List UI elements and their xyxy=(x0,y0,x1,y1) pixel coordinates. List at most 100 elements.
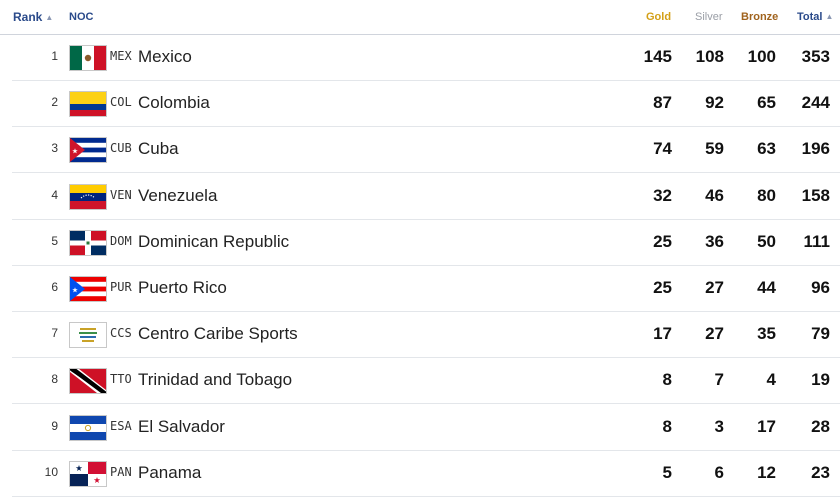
noc-code: PUR xyxy=(110,280,132,294)
noc-code: COL xyxy=(110,95,132,110)
total-count: 28 xyxy=(811,416,830,436)
country-name[interactable]: Dominican Republic xyxy=(138,231,290,251)
bronze-count: 35 xyxy=(757,324,776,344)
sort-icon[interactable]: ▲︎ xyxy=(45,13,54,22)
bronze-count: 80 xyxy=(757,185,776,205)
rank-header-label: Rank xyxy=(13,10,43,24)
noc-code: CUB xyxy=(110,141,132,156)
table-row[interactable]: 7 CCS Centro Caribe Sports 17 27 35 79 xyxy=(12,311,840,359)
total-count: 353 xyxy=(801,47,830,66)
country-name[interactable]: Trinidad and Tobago xyxy=(138,370,293,390)
silver-count: 27 xyxy=(705,324,724,344)
rank-cell: 2 xyxy=(51,95,58,110)
gold-count: 32 xyxy=(653,185,672,205)
total-count: 244 xyxy=(801,93,830,113)
bronze-count: 4 xyxy=(766,370,776,390)
sort-icon[interactable]: ▲︎ xyxy=(825,12,834,21)
table-row[interactable]: 1 MEX Mexico 145 108 100 353 xyxy=(12,34,840,81)
trinidad-tobago-flag-icon xyxy=(70,369,106,394)
total-count: 111 xyxy=(803,231,831,251)
country-name[interactable]: Colombia xyxy=(138,93,210,113)
silver-count: 3 xyxy=(714,416,724,436)
rank-cell: 6 xyxy=(51,280,58,294)
rank-cell: 5 xyxy=(51,233,58,248)
bronze-count: 65 xyxy=(757,93,776,113)
noc-code: PAN xyxy=(110,464,132,479)
gold-count: 25 xyxy=(653,231,672,251)
country-name[interactable]: Mexico xyxy=(138,47,192,66)
silver-count: 7 xyxy=(714,370,724,390)
el-salvador-flag-icon xyxy=(70,415,106,440)
rank-cell: 9 xyxy=(51,418,58,433)
table-row[interactable]: 2 COL Colombia 87 92 65 244 xyxy=(12,80,840,128)
country-name[interactable]: Cuba xyxy=(138,139,179,159)
noc-column-header: NOC xyxy=(69,11,94,23)
gold-count: 8 xyxy=(662,416,672,436)
silver-count: 36 xyxy=(705,231,724,251)
gold-count: 74 xyxy=(653,139,672,159)
venezuela-flag-icon xyxy=(70,184,106,209)
table-row[interactable]: 8 TTO Trinidad and Tobago 8 7 4 19 xyxy=(12,357,840,405)
bronze-count: 44 xyxy=(757,278,776,297)
puerto-rico-flag-icon xyxy=(70,277,106,301)
country-name[interactable]: Centro Caribe Sports xyxy=(138,324,298,344)
noc-code: TTO xyxy=(110,372,132,387)
bronze-count: 12 xyxy=(757,462,776,482)
table-header: Rank ▲︎ NOC Gold Silver Bronze Total ▲︎ xyxy=(0,0,840,35)
rank-cell: 1 xyxy=(51,49,58,63)
panama-flag-icon xyxy=(70,461,106,486)
table-row[interactable]: 5 DOM Dominican Republic 25 36 50 111 xyxy=(12,219,840,266)
gold-count: 5 xyxy=(662,462,672,482)
country-name[interactable]: Venezuela xyxy=(138,185,218,205)
noc-code: ESA xyxy=(110,418,132,433)
table-row[interactable]: 10 PAN Panama 5 6 12 23 xyxy=(12,450,840,497)
silver-count: 46 xyxy=(705,185,724,205)
bronze-column-header[interactable]: Bronze xyxy=(741,11,779,23)
total-count: 196 xyxy=(801,139,830,159)
silver-count: 108 xyxy=(695,47,724,66)
table-row[interactable]: 9 ESA El Salvador 8 3 17 28 xyxy=(12,404,840,451)
country-name[interactable]: El Salvador xyxy=(138,416,225,436)
country-name[interactable]: Panama xyxy=(138,462,202,482)
silver-count: 59 xyxy=(705,139,724,159)
colombia-flag-icon xyxy=(70,92,106,117)
silver-count: 6 xyxy=(714,462,724,482)
noc-code: DOM xyxy=(110,233,132,248)
silver-count: 27 xyxy=(705,278,724,297)
cuba-flag-icon xyxy=(70,138,106,163)
rank-cell: 10 xyxy=(44,464,58,479)
gold-count: 17 xyxy=(653,324,672,344)
gold-count: 25 xyxy=(653,278,672,297)
total-count: 23 xyxy=(811,462,830,482)
bronze-count: 63 xyxy=(757,139,776,159)
bronze-count: 100 xyxy=(747,47,776,66)
total-count: 79 xyxy=(811,324,830,344)
noc-code: CCS xyxy=(110,326,132,341)
table-row[interactable]: 4 VEN Venezuela 32 46 80 158 xyxy=(12,173,840,220)
rank-cell: 8 xyxy=(51,372,58,387)
gold-count: 8 xyxy=(662,370,672,390)
table-row[interactable]: 6 PUR Puerto Rico 25 27 44 96 xyxy=(12,265,840,312)
dominican-republic-flag-icon xyxy=(70,230,106,255)
rank-cell: 7 xyxy=(51,326,58,341)
table-row[interactable]: 3 CUB Cuba 74 59 63 196 xyxy=(12,126,840,174)
total-count: 158 xyxy=(801,185,830,205)
silver-count: 92 xyxy=(705,93,724,113)
country-name[interactable]: Puerto Rico xyxy=(138,278,227,297)
gold-column-header[interactable]: Gold xyxy=(646,11,672,23)
bronze-count: 50 xyxy=(757,231,776,251)
gold-count: 145 xyxy=(643,47,672,66)
total-header-label: Total xyxy=(797,11,823,23)
total-column-header[interactable]: Total ▲︎ xyxy=(797,10,833,24)
silver-column-header[interactable]: Silver xyxy=(695,11,723,23)
noc-code: MEX xyxy=(110,49,132,63)
total-count: 96 xyxy=(811,278,830,297)
centro-caribe-sports-logo-icon xyxy=(70,323,106,348)
rank-cell: 3 xyxy=(51,141,58,156)
gold-count: 87 xyxy=(653,93,672,113)
noc-code: VEN xyxy=(110,187,132,202)
total-count: 19 xyxy=(811,370,830,390)
bronze-count: 17 xyxy=(757,416,776,436)
rank-column-header[interactable]: Rank ▲︎ xyxy=(13,10,53,24)
